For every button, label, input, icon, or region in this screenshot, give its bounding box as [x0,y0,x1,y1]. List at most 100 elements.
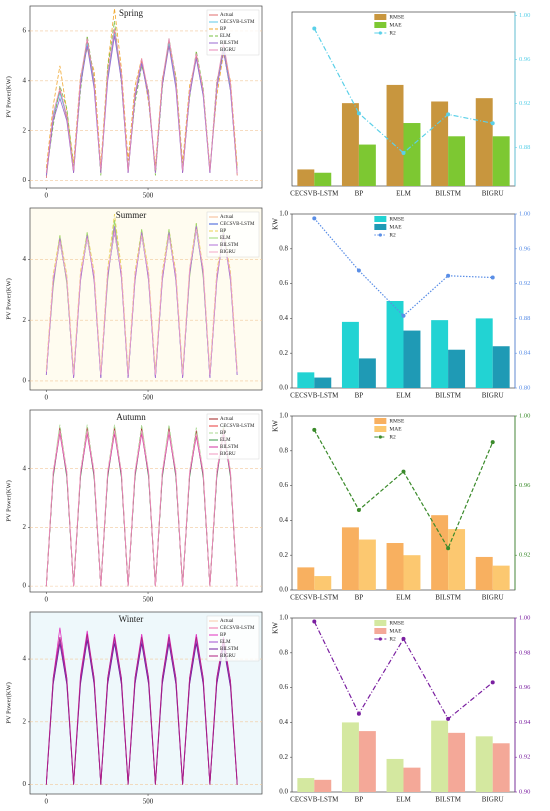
y2-tick-label: 0.80 [519,384,530,391]
legend-label: RMSE [389,418,405,424]
series-line [45,430,238,587]
legend-label: Actual [220,13,234,18]
bar [448,349,466,388]
bar [341,722,359,792]
x-tick-label: 500 [143,596,154,604]
legend-swatch [378,435,382,439]
r2-marker [490,680,495,685]
legend-label: CECSVB-LSTM [220,424,255,429]
y-tick-label: 2 [23,717,27,725]
bar [492,565,510,590]
y-tick-label: 0.4 [279,314,288,322]
bar [386,543,404,590]
legend-label: ELM [220,34,231,39]
x-tick-label: CECSVB-LSTM [290,796,339,804]
bar [475,98,493,186]
x-tick-label: BIGRU [482,796,504,804]
chart-title: Spring [119,8,144,18]
legend-swatch [374,216,387,222]
chart-title: Autumn [116,412,146,422]
y-tick-label: 0.4 [279,516,288,524]
r2-marker [401,469,406,474]
y2-tick-label: 0.94 [519,719,531,726]
r2-marker [446,716,451,721]
bar [403,555,421,590]
legend-label: ELM [220,438,231,443]
r2-marker [312,26,317,31]
legend-label: Actual [220,215,234,220]
x-tick-label: ELM [396,392,412,400]
bar [341,103,359,186]
legend-label: RMSE [389,216,405,222]
bar [475,556,493,590]
x-tick-label: BP [355,796,364,804]
y-axis-label: PV Power(KW) [5,682,12,724]
x-tick-label: CECSVB-LSTM [290,190,339,198]
bar [448,529,466,590]
y-axis-label: KW [272,622,280,634]
r2-marker [356,507,361,512]
x-tick-label: BILSTM [435,392,461,400]
chart-title: Winter [119,614,144,624]
y-axis-label: PV Power(KW) [5,480,12,522]
bar [386,758,404,792]
x-tick-label: BP [355,392,364,400]
bar [297,567,315,590]
y-tick-label: 4 [23,76,27,84]
legend-label: BIGRU [220,452,236,457]
y2-tick-label: 0.98 [519,649,530,656]
y-tick-label: 4 [23,464,27,472]
y-tick-label: 1.0 [279,210,288,218]
legend-label: BP [220,633,226,638]
y-tick-label: 0.0 [279,788,288,796]
y-axis-label: KW [272,420,280,432]
legend-label: BP [220,229,226,234]
bar [431,101,449,186]
legend-swatch [374,224,387,230]
bar [297,778,315,792]
x-tick-label: 0 [45,192,49,200]
y2-tick-label: 0.92 [519,552,530,559]
bar [297,169,315,186]
x-tick-label: BP [355,190,364,198]
bar [314,576,332,590]
legend-label: CECSVB-LSTM [220,20,255,25]
x-tick-label: ELM [396,594,412,602]
r2-marker [446,546,451,551]
x-tick-label: BILSTM [435,190,461,198]
y-tick-label: 0.0 [279,384,288,392]
y2-tick-label: 0.88 [519,144,530,151]
y-tick-label: 0 [23,582,27,590]
legend-box [206,211,260,258]
bar [358,144,376,186]
r2-marker [356,711,361,716]
bar [358,731,376,792]
x-tick-label: 500 [143,798,154,806]
legend-label: BIGRU [220,250,236,255]
y2-tick-label: 1.00 [519,12,530,19]
bar [314,172,332,186]
y2-tick-label: 1.00 [519,614,530,621]
y-tick-label: 0.8 [279,446,288,454]
legend-box [206,9,260,56]
y-tick-label: 1.0 [279,412,288,420]
r2-marker [490,121,495,126]
bar [341,321,359,388]
bar [403,767,421,792]
bar [341,527,359,590]
y2-tick-label: 0.92 [519,100,530,107]
legend-label: BIGRU [220,654,236,659]
y2-tick-label: 1.00 [519,210,530,217]
x-tick-label: BILSTM [435,594,461,602]
legend-label: ELM [220,236,231,241]
r2-marker [312,216,317,221]
x-tick-label: 500 [143,394,154,402]
y-tick-label: 0.2 [279,551,288,559]
legend-box [206,615,260,662]
bar [386,84,404,186]
bar [314,377,332,388]
legend-label: RMSE [389,14,405,20]
y-tick-label: 0 [23,176,27,184]
r2-marker [490,440,495,445]
x-tick-label: 500 [143,192,154,200]
